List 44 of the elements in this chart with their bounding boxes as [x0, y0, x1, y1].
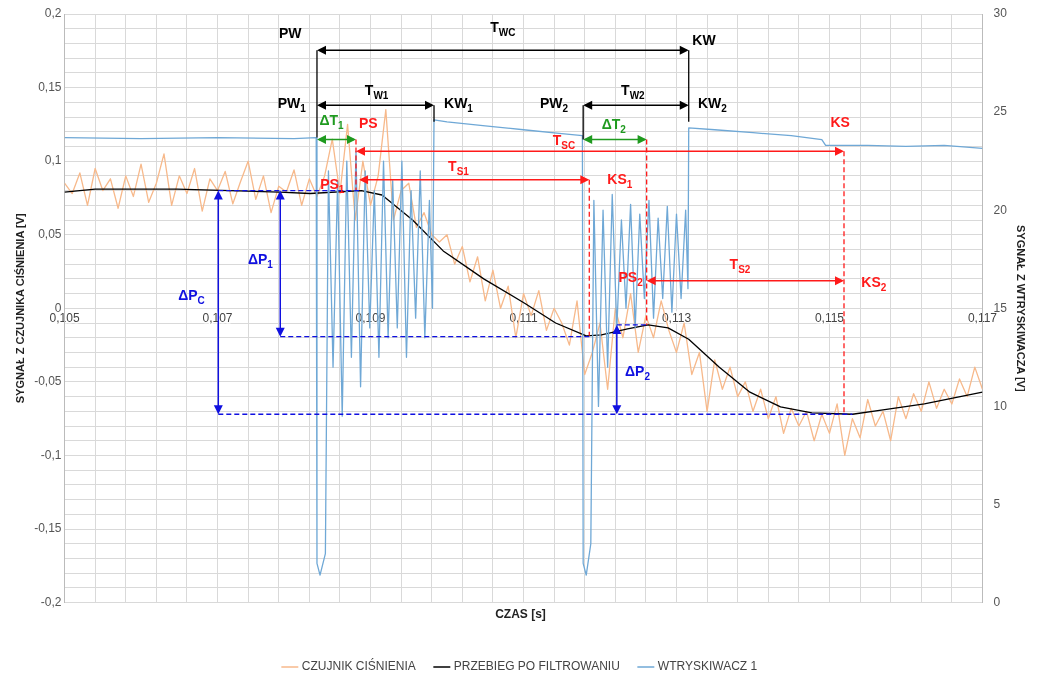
y-tick-label: 0,15 — [38, 79, 62, 94]
annotation: PW$_{2}$ — [540, 95, 569, 115]
x-tick-label: 0,113 — [661, 310, 692, 325]
annotation: ΔP$_{C}$ — [178, 286, 205, 306]
annotation: ΔP$_{2}$ — [624, 363, 650, 382]
annotation: ΔT$_{1}$ — [319, 112, 344, 132]
y-tick-label: 0,2 — [44, 6, 62, 21]
annotation: PW — [278, 25, 302, 42]
y-tick-label: -0,15 — [34, 521, 62, 536]
annotation: PW$_{1}$ — [277, 95, 306, 115]
y-tick-label: 0,1 — [44, 153, 62, 168]
annotation: KW$_{1}$ — [444, 95, 473, 115]
x-tick-label: 0,115 — [814, 310, 845, 325]
annotation: T$_{W1}$ — [364, 82, 389, 102]
y2-tick-label: 30 — [993, 6, 1008, 21]
y2-tick-label: 20 — [993, 202, 1008, 217]
legend-label: WTRYSKIWACZ 1 — [657, 659, 758, 674]
annotation: PS$_{2}$ — [618, 268, 643, 288]
legend-label: PRZEBIEG PO FILTROWANIU — [453, 659, 620, 674]
y2-tick-label: 5 — [993, 496, 1001, 511]
x-axis-title: CZAS [s] — [495, 606, 546, 621]
annotation: T$_{S1}$ — [448, 158, 469, 177]
y-tick-label: -0,2 — [40, 594, 62, 609]
y-tick-label: -0,05 — [34, 374, 62, 389]
y2-axis-title: SYGNAŁ Z WTRYSKIWACZA [V] — [1015, 224, 1028, 392]
annotation: T$_{S2}$ — [729, 256, 751, 275]
annotation: T$_{WC}$ — [490, 18, 516, 38]
annotation: KW — [692, 32, 716, 49]
annotation: KW$_{2}$ — [697, 95, 727, 115]
annotation: T$_{W2}$ — [621, 82, 645, 102]
y2-tick-label: 10 — [993, 398, 1008, 413]
annotation: ΔT$_{2}$ — [601, 116, 626, 136]
y2-tick-label: 25 — [993, 104, 1008, 119]
annotation: PS — [358, 115, 378, 132]
annotation: KS — [830, 114, 850, 131]
legend-label: CZUJNIK CIŚNIENIA — [301, 658, 416, 674]
annotation: KS$_{2}$ — [861, 273, 887, 293]
y2-tick-label: 0 — [993, 594, 1001, 609]
annotation: KS$_{1}$ — [607, 170, 633, 190]
y-tick-label: -0,1 — [40, 447, 62, 462]
annotation: ΔP$_{1}$ — [247, 251, 273, 271]
y-tick-label: 0,05 — [38, 227, 62, 242]
annotation: T$_{SC}$ — [552, 131, 576, 151]
y-axis-title: SYGNAŁ Z CZUJNIKA CIŚNIENIA [V] — [13, 213, 26, 404]
